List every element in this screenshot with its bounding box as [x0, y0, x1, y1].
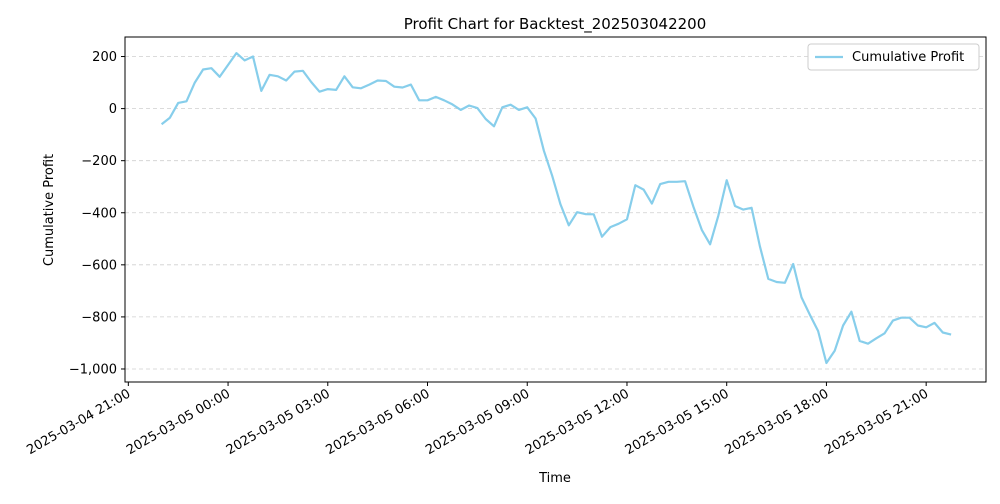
y-tick-label: −1,000	[69, 362, 117, 377]
y-tick-label: −400	[81, 206, 117, 221]
y-tick-label: 200	[92, 50, 117, 65]
legend-label: Cumulative Profit	[852, 50, 964, 65]
x-tick-label: 2025-03-05 21:00	[822, 386, 931, 458]
chart-title: Profit Chart for Backtest_202503042200	[404, 15, 707, 34]
x-axis-label: Time	[538, 471, 571, 486]
y-axis-label: Cumulative Profit	[42, 154, 57, 266]
y-tick-label: −200	[81, 154, 117, 169]
x-tick-label: 2025-03-05 00:00	[124, 386, 233, 458]
x-tick-label: 2025-03-05 09:00	[423, 386, 532, 458]
x-tick-label: 2025-03-04 21:00	[24, 386, 133, 458]
x-tick-label: 2025-03-05 03:00	[224, 386, 333, 458]
y-tick-label: −600	[81, 258, 117, 273]
legend: Cumulative Profit	[807, 43, 980, 71]
y-tick-label: 0	[109, 102, 117, 117]
x-tick-label: 2025-03-05 18:00	[722, 386, 831, 458]
plot-area	[124, 36, 987, 383]
grid-lines	[125, 56, 986, 370]
series-line-cumulative-profit	[160, 52, 952, 365]
x-tick-label: 2025-03-05 06:00	[324, 386, 433, 458]
legend-box	[807, 43, 980, 71]
y-axis: 200 0 −200 −400 −600 −800 −1,000	[69, 50, 125, 377]
x-tick-label: 2025-03-05 12:00	[523, 386, 632, 458]
y-tick-label: −800	[81, 310, 117, 325]
x-tick-label: 2025-03-05 15:00	[623, 386, 732, 458]
